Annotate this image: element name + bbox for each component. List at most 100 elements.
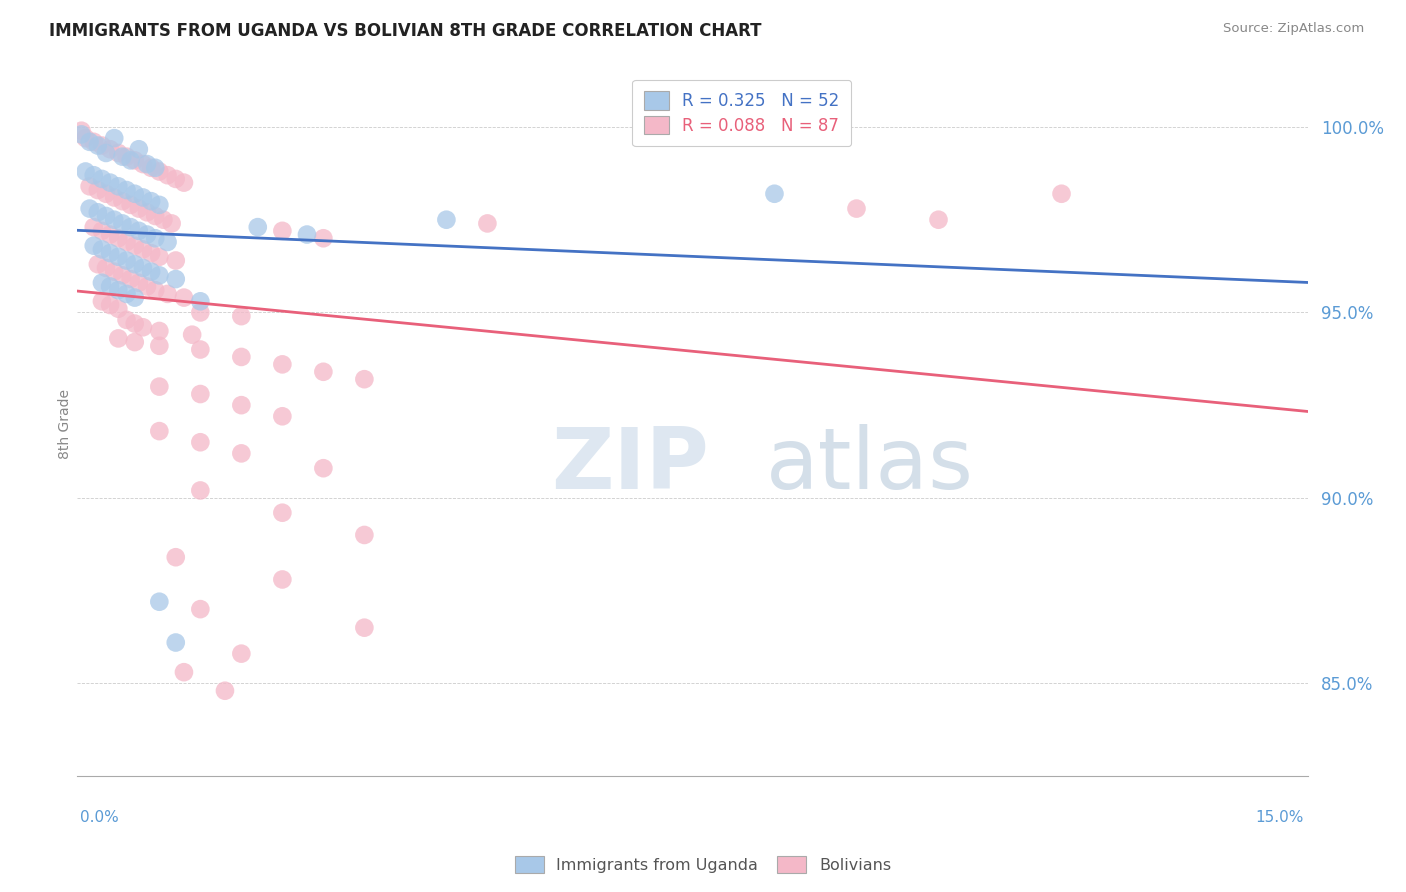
Point — [246, 220, 269, 235]
Point — [141, 265, 163, 279]
Text: ZIP: ZIP — [551, 425, 709, 508]
Point — [115, 235, 138, 249]
Point — [83, 168, 105, 182]
Point — [124, 291, 146, 305]
Point — [148, 339, 170, 353]
Legend: Immigrants from Uganda, Bolivians: Immigrants from Uganda, Bolivians — [509, 849, 897, 880]
Y-axis label: 8th Grade: 8th Grade — [58, 389, 72, 458]
Point — [156, 235, 179, 249]
Point — [94, 186, 117, 201]
Text: atlas: atlas — [766, 425, 974, 508]
Point — [148, 164, 170, 178]
Point — [94, 260, 117, 275]
Point — [115, 286, 138, 301]
Point — [103, 212, 125, 227]
Point — [160, 216, 183, 230]
Point — [79, 179, 101, 194]
Point — [136, 279, 159, 293]
Point — [103, 265, 125, 279]
Point — [83, 238, 105, 252]
Point — [98, 279, 121, 293]
Point — [132, 320, 155, 334]
Point — [143, 231, 166, 245]
Point — [188, 435, 212, 450]
Point — [165, 550, 187, 565]
Point — [148, 324, 170, 338]
Point — [173, 291, 195, 305]
Point — [87, 183, 110, 197]
Point — [115, 313, 138, 327]
Point — [132, 243, 155, 257]
Point — [124, 186, 146, 201]
Point — [231, 350, 253, 364]
Point — [90, 294, 114, 309]
Point — [70, 124, 93, 138]
Point — [271, 573, 294, 587]
Point — [156, 168, 179, 182]
Point — [148, 595, 170, 609]
Point — [188, 294, 212, 309]
Point — [103, 131, 125, 145]
Point — [477, 216, 499, 230]
Point — [312, 461, 335, 475]
Point — [353, 372, 375, 386]
Text: IMMIGRANTS FROM UGANDA VS BOLIVIAN 8TH GRADE CORRELATION CHART: IMMIGRANTS FROM UGANDA VS BOLIVIAN 8TH G… — [49, 22, 762, 40]
Point — [136, 205, 159, 219]
Point — [115, 183, 138, 197]
Point — [188, 387, 212, 401]
Point — [111, 194, 134, 209]
Point — [87, 138, 110, 153]
Point — [124, 317, 146, 331]
Point — [90, 172, 114, 186]
Legend: R = 0.325   N = 52, R = 0.088   N = 87: R = 0.325 N = 52, R = 0.088 N = 87 — [633, 79, 851, 146]
Point — [763, 186, 786, 201]
Point — [353, 528, 375, 542]
Point — [136, 227, 159, 242]
Point — [79, 202, 101, 216]
Point — [312, 365, 335, 379]
Point — [115, 150, 138, 164]
Point — [136, 157, 159, 171]
Point — [148, 424, 170, 438]
Point — [143, 209, 166, 223]
Point — [1050, 186, 1073, 201]
Point — [107, 179, 129, 194]
Point — [107, 250, 129, 264]
Point — [83, 220, 105, 235]
Point — [271, 409, 294, 424]
Point — [103, 190, 125, 204]
Text: 15.0%: 15.0% — [1256, 810, 1303, 825]
Point — [214, 683, 236, 698]
Point — [141, 161, 163, 175]
Point — [107, 331, 129, 345]
Point — [148, 379, 170, 393]
Point — [148, 198, 170, 212]
Point — [173, 176, 195, 190]
Point — [165, 635, 187, 649]
Point — [188, 305, 212, 319]
Point — [132, 190, 155, 204]
Point — [124, 257, 146, 271]
Point — [148, 268, 170, 283]
Point — [70, 128, 93, 142]
Point — [312, 231, 335, 245]
Point — [87, 205, 110, 219]
Point — [128, 202, 150, 216]
Point — [98, 298, 121, 312]
Text: 0.0%: 0.0% — [80, 810, 120, 825]
Point — [165, 172, 187, 186]
Point — [79, 135, 101, 149]
Point — [107, 301, 129, 316]
Point — [188, 602, 212, 616]
Point — [107, 145, 129, 160]
Point — [181, 327, 204, 342]
Point — [83, 135, 105, 149]
Point — [98, 176, 121, 190]
Point — [188, 343, 212, 357]
Point — [120, 153, 142, 168]
Point — [231, 398, 253, 412]
Point — [124, 238, 146, 252]
Point — [173, 665, 195, 680]
Point — [132, 260, 155, 275]
Point — [94, 209, 117, 223]
